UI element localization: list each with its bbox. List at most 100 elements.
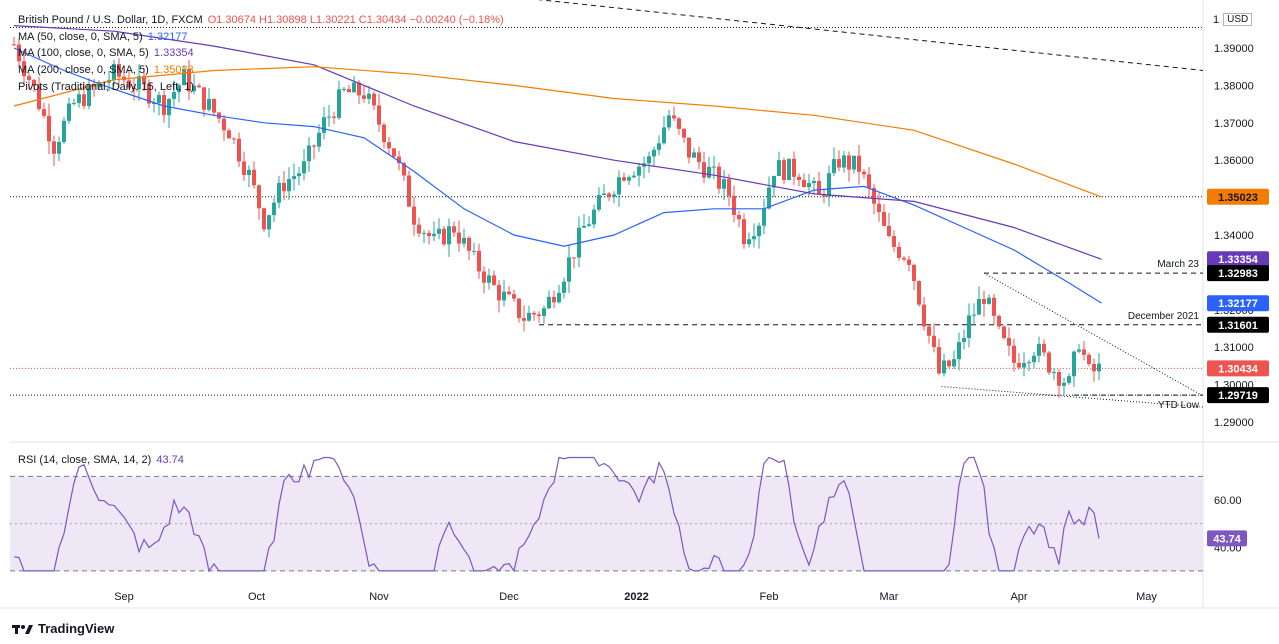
candle-body	[72, 103, 76, 105]
candle-body	[727, 179, 731, 196]
tag-layer: 1.35023 1.33354 1.32983 1.32177 1.31601 1.304…	[1207, 188, 1269, 547]
candle-body	[497, 284, 501, 301]
price-tick-label: 1.31000	[1214, 342, 1254, 354]
candle-body	[62, 120, 66, 142]
candle-body	[877, 203, 881, 212]
ohlc-values: O1.30674 H1.30898 L1.30221 C1.30434 −0.0…	[207, 14, 504, 26]
candle-body	[362, 95, 366, 99]
ma50-label: MA (50, close, 0, SMA, 5)	[18, 31, 143, 43]
price-tag-box	[1207, 188, 1269, 205]
candle-body	[402, 163, 406, 176]
candle-body	[807, 183, 811, 188]
candle-body	[1022, 362, 1026, 368]
ma200-legend[interactable]: MA (200, close, 0, SMA, 5) 1.35023	[18, 64, 194, 77]
candle-body	[957, 342, 961, 360]
time-tick-label: Sep	[114, 591, 134, 603]
ma200-label: MA (200, close, 0, SMA, 5)	[18, 64, 149, 76]
candle-body	[67, 103, 71, 121]
price-tag: 1.30434	[1207, 360, 1269, 377]
candle-body	[787, 158, 791, 181]
candle-body	[132, 87, 136, 90]
candle-body	[987, 297, 991, 304]
candle-body	[872, 188, 876, 204]
candle-body	[1027, 362, 1031, 364]
candle-body	[967, 315, 971, 339]
candle-body	[1042, 343, 1046, 353]
candle-body	[1052, 371, 1056, 373]
candle-body	[802, 179, 806, 188]
candle-body	[392, 148, 396, 157]
candle-body	[1082, 349, 1086, 355]
candle-body	[1012, 345, 1016, 363]
candle-body	[1087, 354, 1091, 364]
currency-selector[interactable]: 1 USD	[1213, 13, 1253, 26]
candle-body	[667, 115, 671, 128]
candle-body	[432, 233, 436, 237]
candle-body	[477, 250, 481, 272]
candle-body	[457, 232, 461, 244]
candle-body	[112, 63, 116, 80]
candle-body	[652, 149, 656, 157]
candle-body	[972, 314, 976, 316]
candle-body	[437, 228, 441, 234]
candle-body	[127, 80, 131, 88]
candle-body	[962, 338, 966, 343]
candle-body	[907, 259, 911, 265]
price-tick-label: 1.39000	[1214, 43, 1254, 55]
candle-body	[932, 335, 936, 348]
candle-body	[1057, 371, 1061, 386]
ma100-value: 1.33354	[153, 47, 194, 59]
price-tick-label: 1.37000	[1214, 118, 1254, 130]
candle-body	[147, 83, 151, 104]
level-annotation: December 2021	[1128, 311, 1200, 322]
ma50-legend[interactable]: MA (50, close, 0, SMA, 5) 1.32177	[18, 31, 188, 44]
candle-body	[507, 291, 511, 295]
candle-body	[247, 169, 251, 175]
candle-body	[207, 98, 211, 110]
candle-body	[462, 237, 466, 244]
pivots-legend[interactable]: Pivots (Traditional, Daily, 15, Left, 1)	[18, 81, 194, 94]
price-tag: 1.33354	[1207, 251, 1269, 268]
rsi-tick-label: 60.00	[1214, 495, 1242, 507]
candle-body	[272, 202, 276, 216]
candle-body	[97, 81, 101, 87]
candle-body	[772, 175, 776, 188]
level-annotation: March 23	[1157, 259, 1199, 270]
candle-body	[252, 169, 256, 186]
candle-body	[1017, 362, 1021, 368]
rsi-value-tag: 43.74	[1207, 530, 1247, 547]
price-tick-label: 1.36000	[1214, 155, 1254, 167]
candle-body	[697, 152, 701, 163]
candle-body	[287, 178, 291, 192]
rsi-legend[interactable]: RSI (14, close, SMA, 14, 2) 43.74	[18, 454, 184, 467]
candle-body	[222, 118, 226, 131]
candle-body	[542, 308, 546, 316]
ma100-legend[interactable]: MA (100, close, 0, SMA, 5) 1.33354	[18, 47, 194, 60]
candle-body	[1007, 338, 1011, 346]
candle-body	[87, 84, 91, 107]
candle-body	[157, 95, 161, 104]
candle-body	[142, 76, 146, 84]
candle-body	[12, 44, 16, 46]
brand-footer[interactable]: TradingView	[12, 621, 114, 636]
candle-body	[412, 206, 416, 225]
candle-body	[912, 264, 916, 282]
candle-body	[952, 359, 956, 367]
candle-body	[27, 76, 31, 80]
time-tick-label: Apr	[1010, 591, 1027, 603]
price-tag-label: 1.35023	[1218, 192, 1258, 204]
candle-body	[942, 360, 946, 374]
candle-body	[422, 232, 426, 234]
candle-body	[307, 145, 311, 162]
candle-body	[937, 347, 941, 374]
candle-body	[622, 177, 626, 181]
candle-body	[722, 179, 726, 189]
candle-body	[312, 145, 316, 147]
candle-body	[552, 296, 556, 303]
candle-body	[867, 174, 871, 189]
candle-body	[712, 166, 716, 168]
candle-body	[692, 152, 696, 158]
candle-body	[647, 156, 651, 164]
candle-body	[592, 209, 596, 225]
candle-body	[407, 175, 411, 207]
